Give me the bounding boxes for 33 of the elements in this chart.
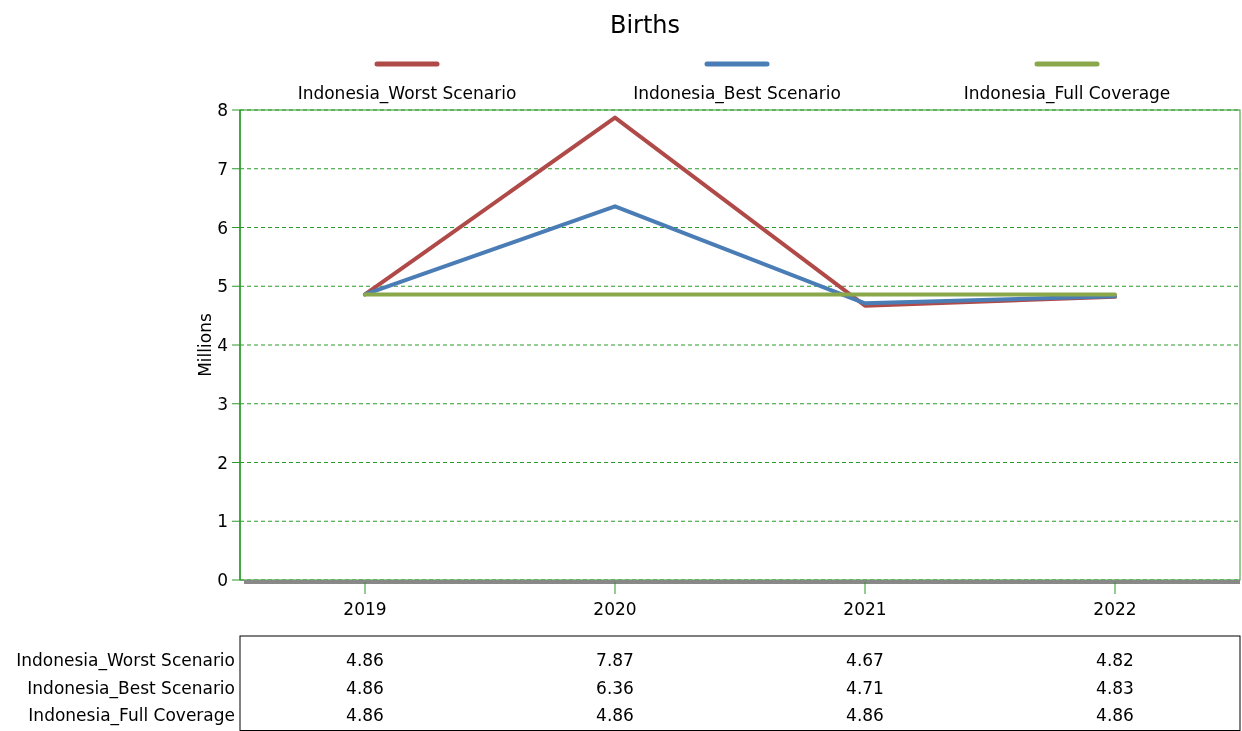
legend-label: Indonesia_Full Coverage: [963, 83, 1171, 104]
data-label: 4.67: [846, 650, 884, 670]
x-tick-label: 2022: [1093, 599, 1137, 619]
x-tick-label: 2019: [343, 599, 387, 619]
y-tick-label: 1: [217, 511, 228, 532]
data-label: 4.86: [346, 677, 384, 698]
y-tick-label: 8: [217, 100, 228, 120]
y-tick-label: 7: [217, 158, 228, 179]
y-tick-label: 0: [217, 570, 228, 590]
data-label: 4.71: [846, 677, 884, 698]
data-label: 7.87: [596, 650, 634, 670]
x-tick-label: 2021: [843, 599, 887, 619]
data-label: 4.86: [346, 650, 384, 670]
data-label: 6.36: [596, 677, 634, 698]
y-axis-title: Millions: [195, 313, 215, 377]
chart-title: Births: [609, 11, 681, 39]
data-label: 4.82: [1096, 650, 1134, 670]
y-tick-label: 3: [217, 393, 228, 414]
data-label: 4.86: [1096, 705, 1134, 725]
y-tick-label: 5: [217, 276, 228, 297]
data-label: 4.86: [596, 705, 634, 725]
y-tick-label: 4: [217, 335, 228, 355]
data-label: 4.86: [846, 705, 884, 725]
y-tick-label: 6: [217, 217, 228, 238]
text: Indonesia_Full Coverage: [28, 705, 235, 725]
text: Indonesia_Best Scenario: [27, 677, 235, 698]
legend-label: Indonesia_Best Scenario: [633, 83, 841, 104]
data-label: 4.83: [1096, 677, 1134, 698]
legend-label: Indonesia_Worst Scenario: [297, 83, 517, 104]
x-tick-label: 2020: [593, 599, 637, 619]
y-tick-label: 2: [217, 452, 228, 473]
text: Indonesia_Worst Scenario: [16, 650, 235, 670]
data-label: 4.86: [346, 705, 384, 725]
